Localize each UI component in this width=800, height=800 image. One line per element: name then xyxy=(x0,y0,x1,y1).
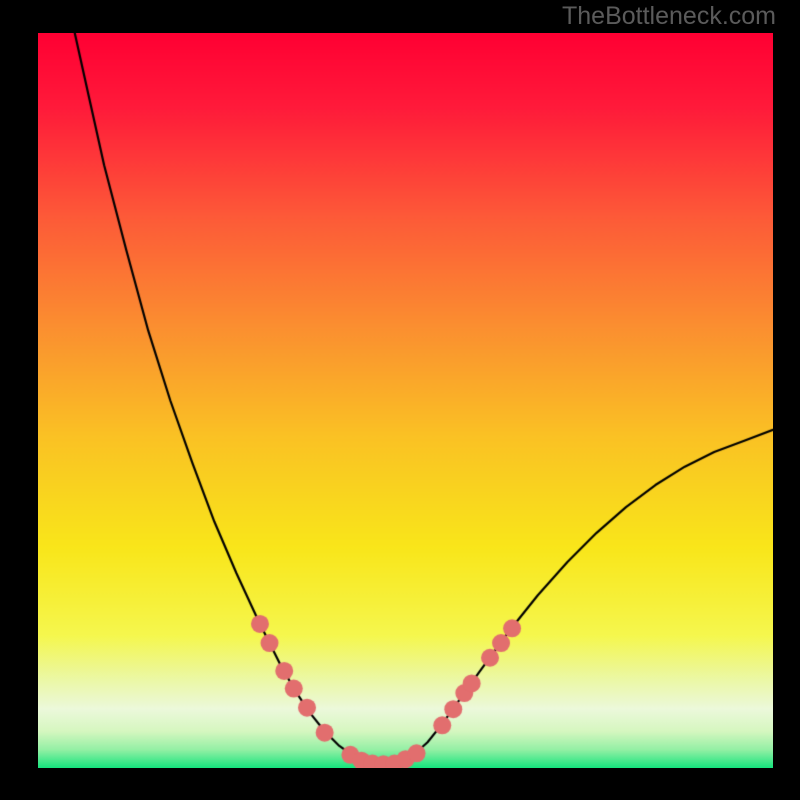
chart-stage: TheBottleneck.com xyxy=(0,0,800,800)
plot-canvas xyxy=(38,33,773,768)
watermark-label: TheBottleneck.com xyxy=(562,2,776,31)
plot-area xyxy=(38,33,773,768)
